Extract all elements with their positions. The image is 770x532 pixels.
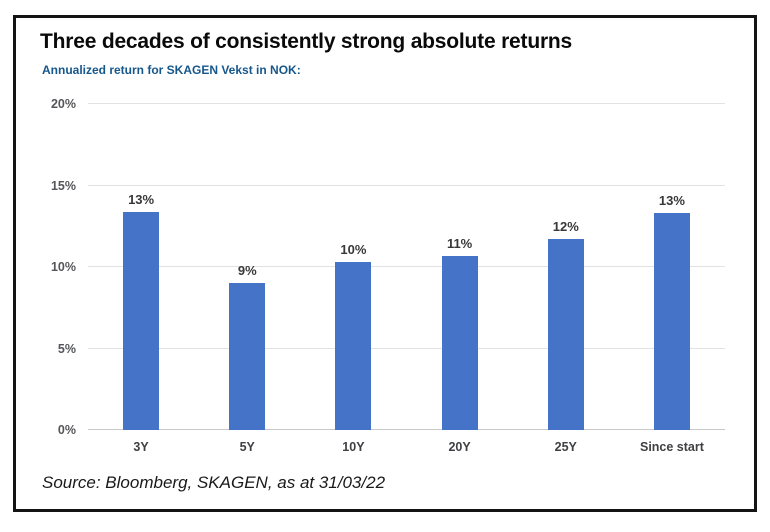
bar-10y xyxy=(335,262,372,430)
bar-slot-25y: 12% 25Y xyxy=(513,104,619,454)
bar-value-label-3y: 13% xyxy=(128,191,155,207)
y-axis-tick-label-0: 0% xyxy=(57,423,76,437)
source-note: Source: Bloomberg, SKAGEN, as at 31/03/2… xyxy=(42,473,386,492)
bar-slot-since-start: 13% Since start xyxy=(619,104,725,454)
y-axis-tick-label-5: 5% xyxy=(57,341,76,356)
plot-area: 0% 5% 10% 15% 20% 13% 3Y 9% 5Y 10% 10Y 11% 20Y 12% 25Y… xyxy=(51,97,725,454)
bar-slot-3y: 13% 3Y xyxy=(88,104,194,454)
bar-value-label-since-start: 13% xyxy=(658,193,685,209)
x-axis-label-since-start: Since start xyxy=(639,440,704,454)
x-axis-label-20y: 20Y xyxy=(448,440,471,454)
y-axis-tick-label-15: 15% xyxy=(50,178,76,193)
chart-frame: Three decades of consistently strong abs… xyxy=(13,15,757,512)
bar-value-label-20y: 11% xyxy=(446,235,473,251)
x-axis-label-5y: 5Y xyxy=(239,440,255,454)
bar-value-label-5y: 9% xyxy=(237,263,257,279)
bar-slot-10y: 10% 10Y xyxy=(300,104,406,454)
bar-25y xyxy=(547,239,584,430)
y-axis-tick-label-20: 20% xyxy=(50,97,76,111)
bar-since-start xyxy=(653,213,690,430)
chart-title: Three decades of consistently strong abs… xyxy=(40,30,573,53)
bar-slot-20y: 11% 20Y xyxy=(407,104,513,454)
bar-5y xyxy=(229,283,266,430)
gridline-10 xyxy=(88,266,725,267)
bar-3y xyxy=(123,211,160,430)
x-axis-label-10y: 10Y xyxy=(342,440,365,454)
bar-value-label-10y: 10% xyxy=(340,242,367,258)
x-axis-label-25y: 25Y xyxy=(554,440,577,454)
gridline-20 xyxy=(88,103,725,104)
bar-slot-5y: 9% 5Y xyxy=(194,104,300,454)
gridline-5 xyxy=(88,347,725,349)
gridline-0 xyxy=(88,429,725,430)
gridline-15 xyxy=(88,184,725,186)
chart-subtitle: Annualized return for SKAGEN Vekst in NO… xyxy=(42,63,301,77)
bar-20y xyxy=(441,255,478,430)
y-axis-tick-label-10: 10% xyxy=(50,260,76,274)
bar-slots: 13% 3Y 9% 5Y 10% 10Y 11% 20Y 12% 25Y 13% Since star… xyxy=(88,104,725,454)
bar-value-label-25y: 12% xyxy=(552,219,579,235)
x-axis-label-3y: 3Y xyxy=(133,440,149,454)
